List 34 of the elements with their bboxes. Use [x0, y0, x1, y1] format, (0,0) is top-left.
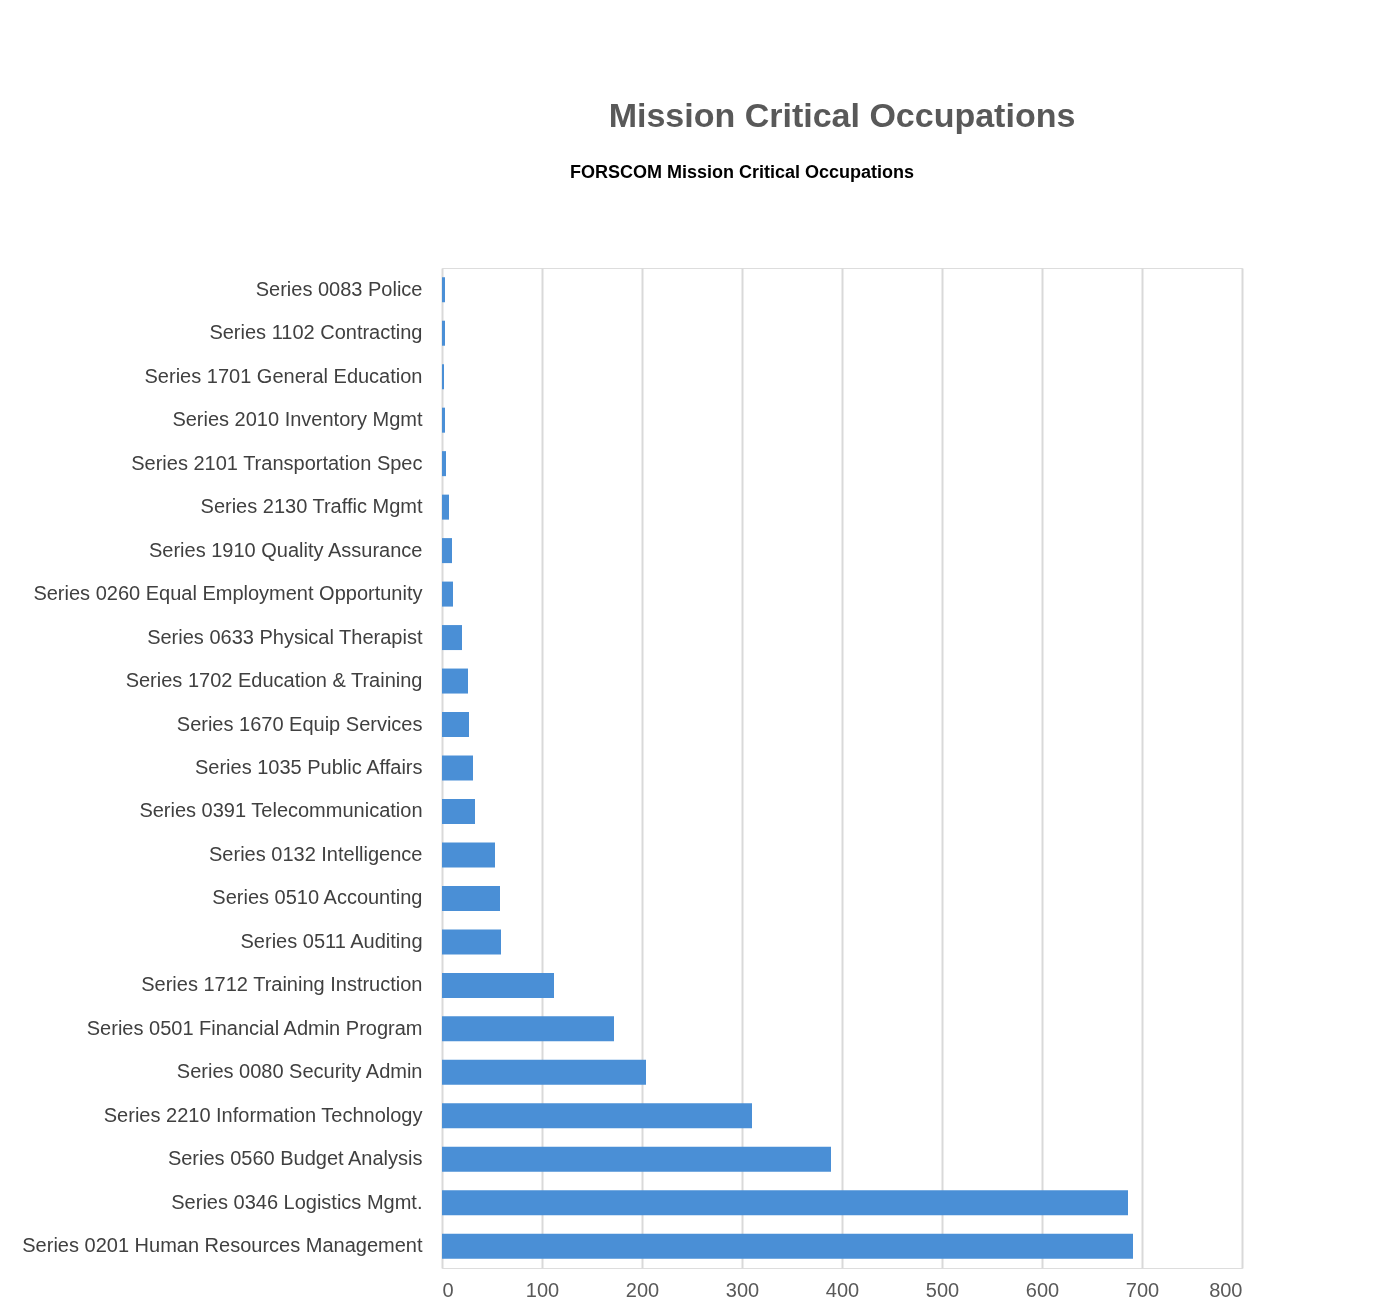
- y-tick-label: Series 0633 Physical Therapist: [147, 625, 423, 648]
- text: FORSCOM Mission Critical Occupations: [569, 162, 915, 182]
- x-tick-label: 300: [725, 1278, 760, 1301]
- y-tick-label: Series 0201 Human Resources Management: [22, 1234, 423, 1257]
- x-tick-label: 700: [1125, 1278, 1160, 1301]
- x-tick-label: 500: [925, 1278, 960, 1301]
- y-tick-label: Series 0501 Financial Admin Program: [86, 1016, 423, 1039]
- x-tick-label: 200: [625, 1278, 660, 1301]
- y-tick-label: Series 1670 Equip Services: [176, 712, 423, 735]
- x-tick-label: 800: [1209, 1278, 1243, 1301]
- y-tick-label: Series 2210 Information Technology: [103, 1103, 423, 1126]
- y-tick-label: Series 2130 Traffic Mgmt: [200, 495, 423, 518]
- x-tick-label: 400: [825, 1278, 860, 1301]
- chart-title: Mission Critical Occupations: [608, 96, 1076, 134]
- x-tick-label: 100: [525, 1278, 560, 1301]
- x-tick-label: 600: [1025, 1278, 1060, 1301]
- y-tick-label: Series 0260 Equal Employment Opportunity: [33, 582, 423, 605]
- y-tick-label: Series 0346 Logistics Mgmt.: [171, 1190, 423, 1213]
- y-tick-label: Series 1702 Education & Training: [125, 669, 423, 692]
- y-tick-label: Series 1035 Public Affairs: [194, 756, 423, 778]
- y-tick-label: Series 0132 Intelligence: [209, 842, 423, 865]
- x-tick-label: 0: [442, 1278, 454, 1301]
- y-tick-label: Series 0080 Security Admin: [176, 1060, 423, 1083]
- y-tick-label: Series 2010 Inventory Mgmt: [172, 408, 423, 431]
- y-tick-label: Series 1701 General Education: [144, 364, 423, 387]
- y-tick-label: Series 2101 Transportation Spec: [131, 451, 423, 474]
- y-tick-label: Series 0083 Police: [255, 277, 423, 300]
- y-tick-label: Series 1102 Contracting: [209, 321, 423, 344]
- y-tick-label: Series 1910 Quality Assurance: [149, 538, 423, 561]
- y-tick-label: Series 1712 Training Instruction: [141, 973, 423, 996]
- y-tick-label: Series 0510 Accounting: [212, 886, 423, 909]
- y-tick-label: Series 0511 Auditing: [240, 929, 423, 952]
- y-tick-label: Series 0560 Budget Analysis: [167, 1147, 423, 1170]
- y-tick-label: Series 0391 Telecommunication: [139, 799, 423, 822]
